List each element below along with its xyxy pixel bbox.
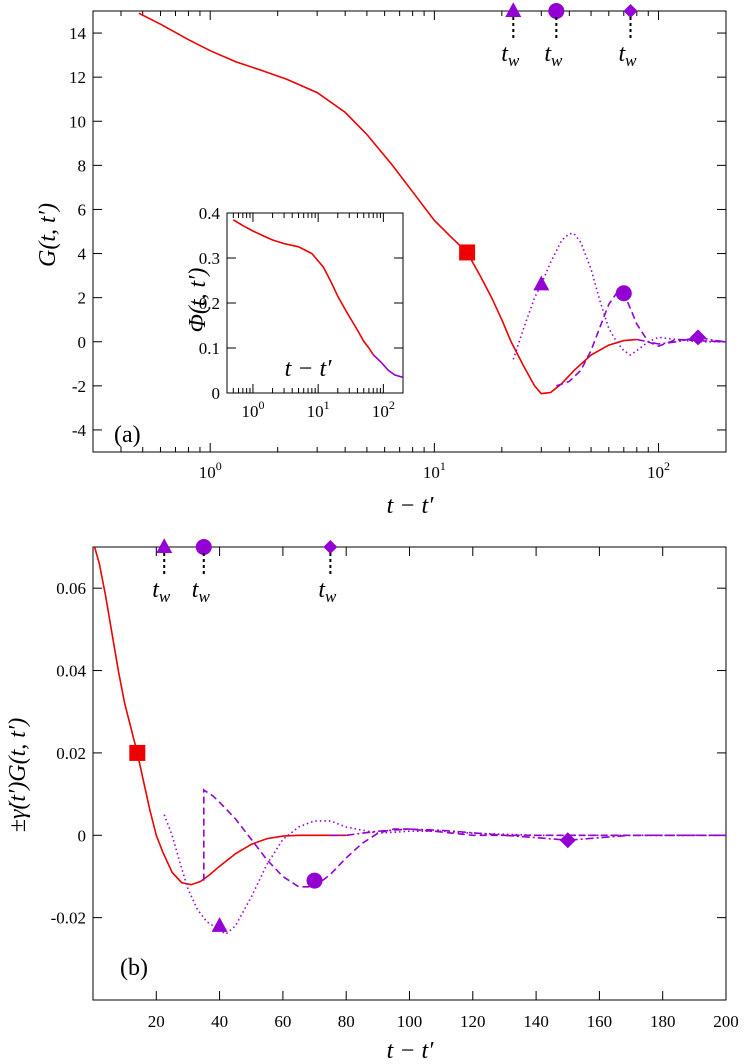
a-y-tick-label: 6 [78,200,87,219]
b-x-tick-label: 180 [650,1012,676,1031]
inset-y-tick-label: 0.1 [199,339,220,358]
b-x-tick-label: 60 [274,1012,291,1031]
a-y-tick-label: 0 [78,333,87,352]
a-y-tick-label: 8 [78,156,87,175]
a-x-tick-label: 100 [199,459,222,482]
x-axis-label-inset: t − t′ [285,356,333,382]
a-tw-label: tw [619,41,638,70]
b-data-marker-square [129,744,146,761]
b-tw-marker-diamond [323,540,338,554]
b-y-tick-label: 0.06 [56,579,86,598]
a-y-tick-label: 4 [78,245,87,264]
b-tw-label: tw [152,577,171,606]
b-x-tick-label: 160 [587,1012,613,1031]
panel-b: 20 40 60 80 100 120 140 160 180 200 -0.02 0 0.02 0.04… [5,538,739,1064]
a-x-tick-label: 102 [647,459,670,482]
y-axis-label-inset: Φ(t, t′) [185,268,211,333]
b-tw-label: tw [192,577,211,606]
a-data-marker-diamond [689,329,706,346]
a-y-tick-label: -4 [72,421,87,440]
a-y-tick-label: 10 [69,112,86,131]
inset-series-group [232,219,403,379]
a-tw-label: tw [501,41,520,70]
b-data-marker-circle [306,872,323,889]
a-y-tick-label: 2 [78,289,87,308]
panel-label-a: (a) [114,422,141,448]
inset: 100 101 102 0 0.1 0.2 0.3 0.4 Φ(t, t′) t − t′ [185,204,404,421]
b-series-line-square [93,547,347,886]
b-series-line-circle [203,788,726,888]
inset-series-line-0 [232,219,374,356]
a-y-tick-label: -2 [72,377,86,396]
x-axis-label-a: t − t′ [387,493,435,519]
b-y-tick-label: 0 [78,826,87,845]
inset-x-tick-label: 102 [372,398,395,421]
b-tw-label: tw [318,577,337,606]
a-frame [92,10,727,453]
b-x-tick-label: 200 [713,1012,739,1031]
a-data-marker-circle [615,285,632,302]
inset-y-tick-label: 0 [212,384,221,403]
b-x-tick-label: 20 [148,1012,165,1031]
b-x-tick-label: 40 [211,1012,228,1031]
a-y-tick-label: 14 [69,24,87,43]
b-data-marker-diamond [559,832,576,849]
y-axis-label-b: ±γ̇(t′)G(t, t′) [5,718,31,832]
inset-y-tick-label: 0.2 [199,294,220,313]
b-y-tick-label: 0.02 [56,744,86,763]
y-axis-label-a: G(t, t′) [35,203,61,267]
b-x-tick-label: 100 [397,1012,423,1031]
inset-x-tick-label: 101 [307,398,330,421]
a-data-marker-square [459,244,476,261]
b-x-tick-label: 140 [523,1012,549,1031]
b-data-marker-triangle [211,917,228,932]
plot-area-inset: 100 101 102 0 0.1 0.2 0.3 0.4 [199,204,404,421]
a-tw-label: tw [544,41,563,70]
x-axis-label-b: t − t′ [387,1038,435,1064]
panel-label-b: (b) [120,955,148,981]
b-series-line-diamond [330,828,726,842]
inset-y-tick-label: 0.4 [199,204,221,223]
inset-y-tick-label: 0.3 [199,249,220,268]
a-tw-marker-diamond [623,4,638,18]
a-series-line-diamond [636,336,726,345]
a-tw-marker-triangle [505,2,522,18]
b-x-tick-label: 120 [460,1012,486,1031]
b-frame [92,546,727,1001]
b-tw-marker-triangle [156,538,173,553]
inset-x-tick-label: 100 [241,398,264,421]
a-tw-marker-circle [548,3,565,19]
b-x-tick-label: 80 [338,1012,355,1031]
b-y-tick-label: 0.04 [56,662,86,681]
a-y-tick-label: 12 [69,68,86,87]
b-y-tick-label: -0.02 [51,909,86,928]
a-x-tick-label: 101 [423,459,446,482]
inset-series-line-1 [372,354,403,379]
a-data-marker-triangle [533,275,550,291]
b-series-group [93,547,726,936]
b-series-line-triangle [163,814,726,936]
b-tw-marker-circle [195,539,212,555]
a-series-line-triangle [512,232,726,360]
plot-area-b: 20 40 60 80 100 120 140 160 180 200 -0.02 0 0.02 0.04… [51,538,739,1031]
